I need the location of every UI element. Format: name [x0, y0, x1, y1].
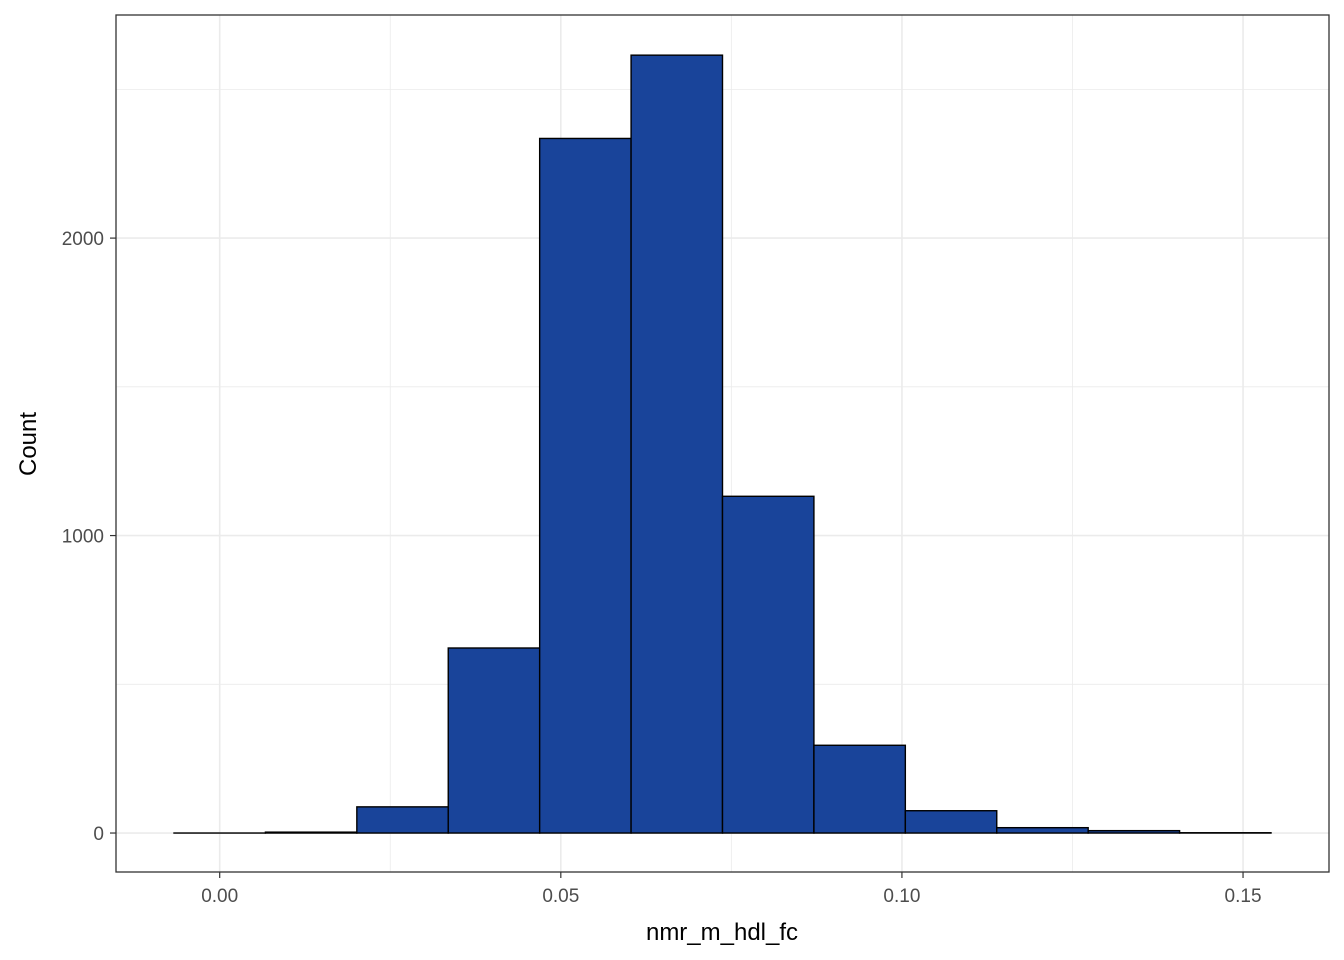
histogram-bar: [630, 54, 724, 834]
histogram-bar: [721, 495, 815, 834]
histogram-bar: [264, 831, 358, 834]
histogram-bars: [173, 54, 1272, 834]
y-tick-label: 0: [93, 824, 104, 845]
x-tick-label: 0.05: [542, 886, 579, 907]
x-axis-title: nmr_m_hdl_fc: [646, 919, 798, 946]
y-axis-title: Count: [15, 412, 42, 476]
y-tick-label: 2000: [62, 229, 104, 250]
histogram-bar: [813, 744, 907, 834]
x-tick-label: 0.15: [1225, 886, 1262, 907]
x-tick-labels: 0.00 0.05 0.10 0.15: [201, 886, 1261, 907]
histogram-bar: [538, 137, 632, 834]
x-tick-label: 0.00: [201, 886, 238, 907]
histogram-bar: [996, 826, 1089, 834]
axis-ticks: [110, 237, 1244, 878]
y-tick-label: 1000: [62, 527, 104, 548]
x-tick-label: 0.10: [883, 886, 920, 907]
y-tick-labels: 0 1000 2000: [62, 229, 104, 845]
histogram-bar: [1087, 829, 1181, 834]
panel-border: [115, 14, 1330, 873]
histogram-bar: [447, 647, 541, 834]
histogram-bar: [904, 810, 998, 834]
histogram-bar: [356, 806, 449, 834]
